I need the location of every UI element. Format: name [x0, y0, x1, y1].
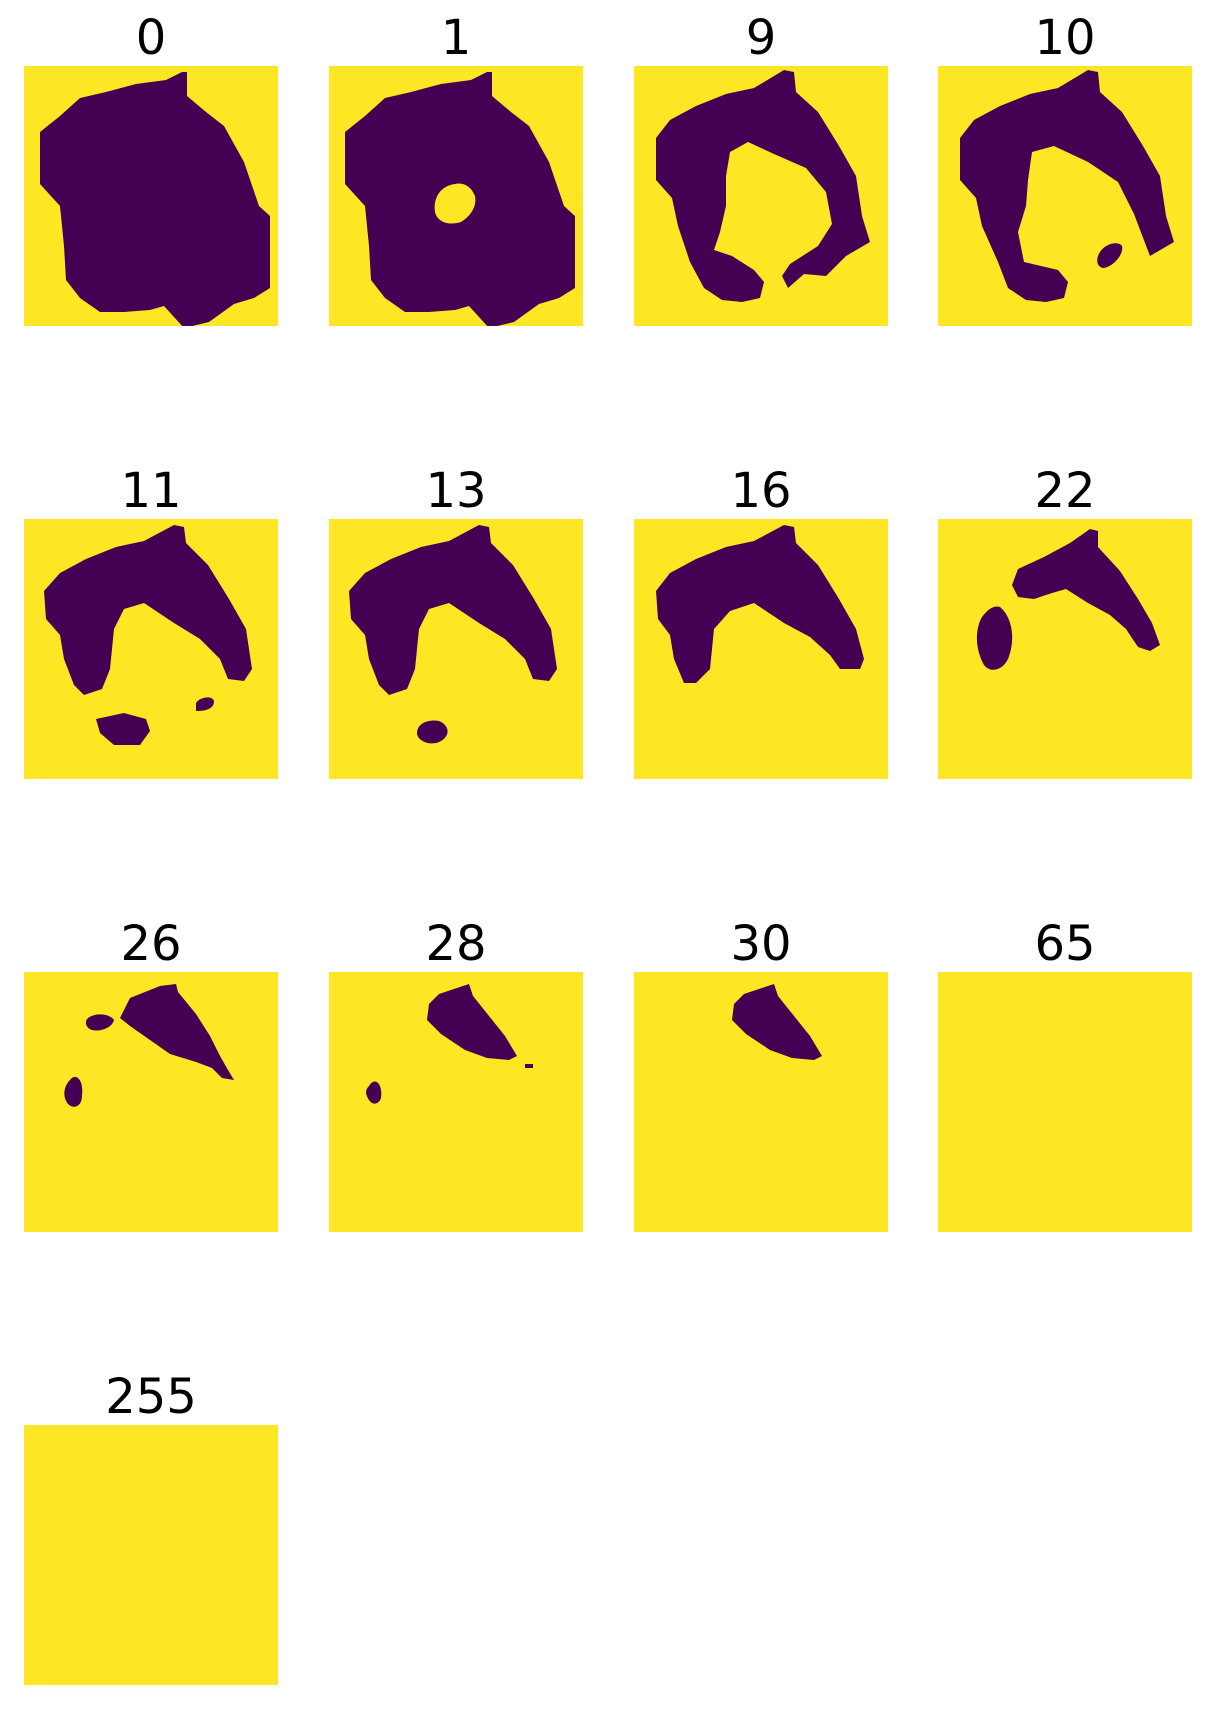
panel-label: 13	[425, 463, 487, 519]
mask-region	[120, 984, 234, 1080]
mask-region	[345, 72, 575, 326]
panel-label: 0	[135, 10, 167, 66]
mask-region	[960, 70, 1174, 302]
mask-region	[44, 525, 252, 695]
panel-label: 65	[1034, 916, 1096, 972]
mask-image	[329, 972, 583, 1232]
mask-image	[329, 519, 583, 779]
panel-label: 16	[730, 463, 792, 519]
panel-label: 255	[105, 1369, 197, 1425]
mask-background	[938, 972, 1192, 1232]
mask-image	[634, 972, 888, 1232]
mask-background	[24, 1425, 278, 1685]
mask-region	[525, 1064, 533, 1068]
mask-image	[938, 519, 1192, 779]
mask-image	[24, 972, 278, 1232]
mask-image	[938, 66, 1192, 326]
mask-image	[24, 519, 278, 779]
panel-label: 28	[425, 916, 487, 972]
mask-region	[656, 525, 864, 683]
mask-region	[1012, 529, 1160, 651]
mask-region	[732, 984, 822, 1060]
panel-label: 26	[120, 916, 182, 972]
panel-label: 11	[120, 463, 182, 519]
mask-region	[1097, 243, 1123, 268]
mask-image	[24, 1425, 278, 1685]
mask-region	[196, 697, 214, 711]
panel-label: 30	[730, 916, 792, 972]
panel-label: 1	[440, 10, 472, 66]
mask-region	[417, 720, 448, 744]
mask-region	[349, 525, 557, 695]
mask-region	[64, 1076, 83, 1107]
mask-region	[976, 606, 1013, 670]
mask-region	[366, 1081, 382, 1104]
mask-image	[634, 66, 888, 326]
mask-region	[656, 70, 870, 302]
mask-image	[634, 519, 888, 779]
mask-region	[427, 984, 517, 1060]
mask-region	[96, 713, 150, 745]
panel-label: 22	[1034, 463, 1096, 519]
panel-label: 9	[745, 10, 777, 66]
mask-region	[85, 1014, 114, 1031]
mask-region	[40, 72, 270, 326]
mask-image	[938, 972, 1192, 1232]
panel-label: 10	[1034, 10, 1096, 66]
mask-image	[24, 66, 278, 326]
mask-image	[329, 66, 583, 326]
